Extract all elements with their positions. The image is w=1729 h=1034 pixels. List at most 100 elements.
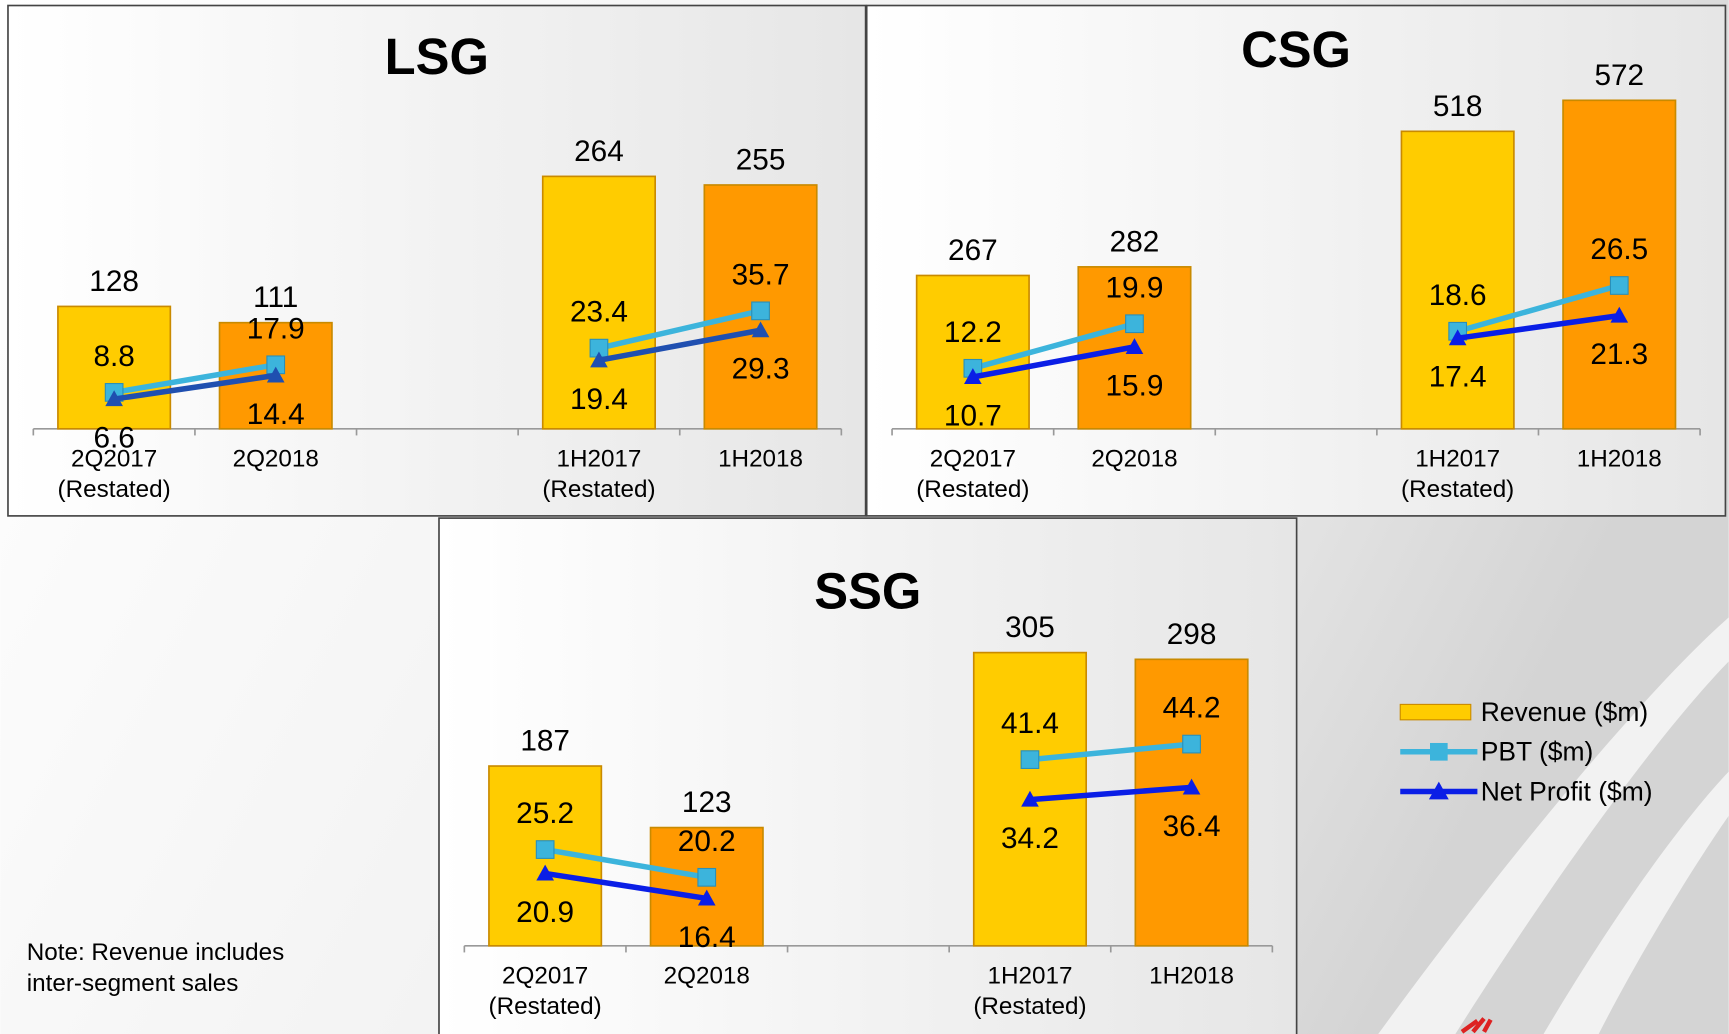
value-label: 35.7 (732, 258, 790, 291)
value-label: 264 (574, 135, 624, 168)
value-label: 111 (253, 281, 298, 314)
line (972, 282, 1621, 371)
point (1021, 790, 1039, 807)
value-label: 518 (1433, 90, 1483, 123)
point (590, 351, 608, 368)
line (544, 741, 1192, 881)
value-label: 123 (682, 786, 732, 819)
value-label: 20.9 (516, 896, 574, 929)
value-label: 19.4 (570, 383, 628, 416)
point (1609, 276, 1629, 295)
bar (1562, 99, 1677, 430)
value-label: 26.5 (1590, 233, 1648, 266)
point (964, 368, 982, 385)
line (972, 312, 1620, 380)
chart-title: CSG (1241, 21, 1351, 78)
legend-swatch (1399, 703, 1472, 721)
value-label: 267 (948, 234, 998, 267)
value-label: 29.3 (732, 353, 790, 386)
point (535, 840, 555, 859)
point (1182, 734, 1201, 754)
value-label: 255 (736, 144, 786, 177)
value-label: 25.2 (516, 797, 574, 830)
value-label: 16.4 (678, 921, 736, 954)
x-tick-label: 1H2017 (Restated) (973, 962, 1086, 1020)
value-label: 44.2 (1163, 692, 1221, 725)
chart-panel: LSG 2Q2017 (Restated) 2Q2018 1H2017 (Restated… (7, 4, 867, 517)
logo-mark (1460, 1017, 1493, 1034)
legend-swatch (1430, 742, 1448, 761)
point (536, 864, 554, 881)
value-label: 12.2 (944, 316, 1002, 349)
value-label: 305 (1005, 611, 1055, 644)
bar (57, 305, 172, 430)
point (697, 889, 716, 906)
x-tick-label: 1H2017 (Restated) (542, 445, 655, 503)
note-line: inter-segment sales (27, 970, 239, 997)
legend-label: Revenue ($m) (1481, 697, 1649, 727)
x-tick-label: 2Q2018 (1091, 445, 1177, 472)
chart-panel: CSG 2Q2017 (Restated) 2Q2018 1H2017 (Restated… (865, 4, 1727, 517)
bar (1134, 658, 1249, 947)
point (1125, 338, 1144, 354)
x-tick-label: 1H2018 (1149, 962, 1234, 989)
point (1182, 778, 1201, 795)
charts: LSG 2Q2017 (Restated) 2Q2018 1H2017 (Restated… (7, 4, 1727, 1034)
value-label: 20.2 (678, 825, 736, 858)
chart-panel: SSG 2Q2017 (Restated) 2Q2018 1H2017 (Restated… (438, 517, 1298, 1034)
value-label: 8.8 (93, 340, 134, 373)
note-line: Note: Revenue includes (27, 939, 284, 966)
value-label: 17.4 (1429, 361, 1487, 394)
value-label: 128 (89, 265, 139, 298)
value-label: 187 (520, 725, 570, 758)
point (697, 867, 717, 887)
line (113, 327, 762, 402)
x-tick-label: 1H2018 (1577, 445, 1662, 472)
bar (649, 826, 764, 947)
point (105, 390, 123, 407)
value-label: 23.4 (570, 296, 628, 329)
swoosh (1543, 771, 1729, 1034)
chart-title: LSG (385, 28, 489, 85)
value-label: 18.6 (1429, 279, 1487, 312)
value-label: 19.9 (1106, 271, 1164, 304)
value-label: 10.7 (944, 400, 1002, 433)
point (266, 366, 285, 383)
value-label: 572 (1594, 59, 1644, 92)
point (751, 321, 770, 338)
bar (1400, 130, 1515, 430)
point (1448, 329, 1467, 346)
point (1125, 314, 1144, 334)
point (1020, 750, 1040, 769)
point (1610, 306, 1629, 323)
value-label: 14.4 (247, 398, 305, 431)
x-tick-label: 1H2017 (Restated) (1401, 445, 1514, 503)
x-tick-label: 2Q2017 (Restated) (58, 445, 171, 503)
chart-title: SSG (814, 562, 921, 619)
value-label: 36.4 (1163, 810, 1221, 843)
x-tick-label: 2Q2018 (664, 962, 750, 989)
legend: Revenue ($m) PBT ($m) Net Profit ($m) (1399, 697, 1653, 806)
value-label: 6.6 (93, 422, 134, 455)
legend-label: PBT ($m) (1481, 737, 1594, 767)
legend-label: Net Profit ($m) (1481, 776, 1653, 806)
x-tick-label: 2Q2017 (Restated) (489, 962, 602, 1020)
value-label: 282 (1110, 225, 1160, 258)
bar (541, 175, 656, 430)
value-label: 17.9 (247, 312, 305, 345)
value-label: 34.2 (1001, 822, 1059, 855)
x-tick-label: 2Q2018 (233, 445, 319, 472)
line (544, 784, 1192, 902)
line (113, 308, 762, 396)
value-label: 41.4 (1001, 707, 1059, 740)
legend-swatch (1428, 781, 1449, 800)
x-tick-label: 2Q2017 (Restated) (916, 445, 1029, 503)
value-label: 298 (1167, 618, 1217, 651)
swoosh (1378, 617, 1729, 1034)
value-label: 15.9 (1106, 369, 1164, 402)
point (751, 301, 770, 321)
value-label: 21.3 (1590, 338, 1648, 371)
x-tick-label: 1H2018 (718, 445, 803, 472)
